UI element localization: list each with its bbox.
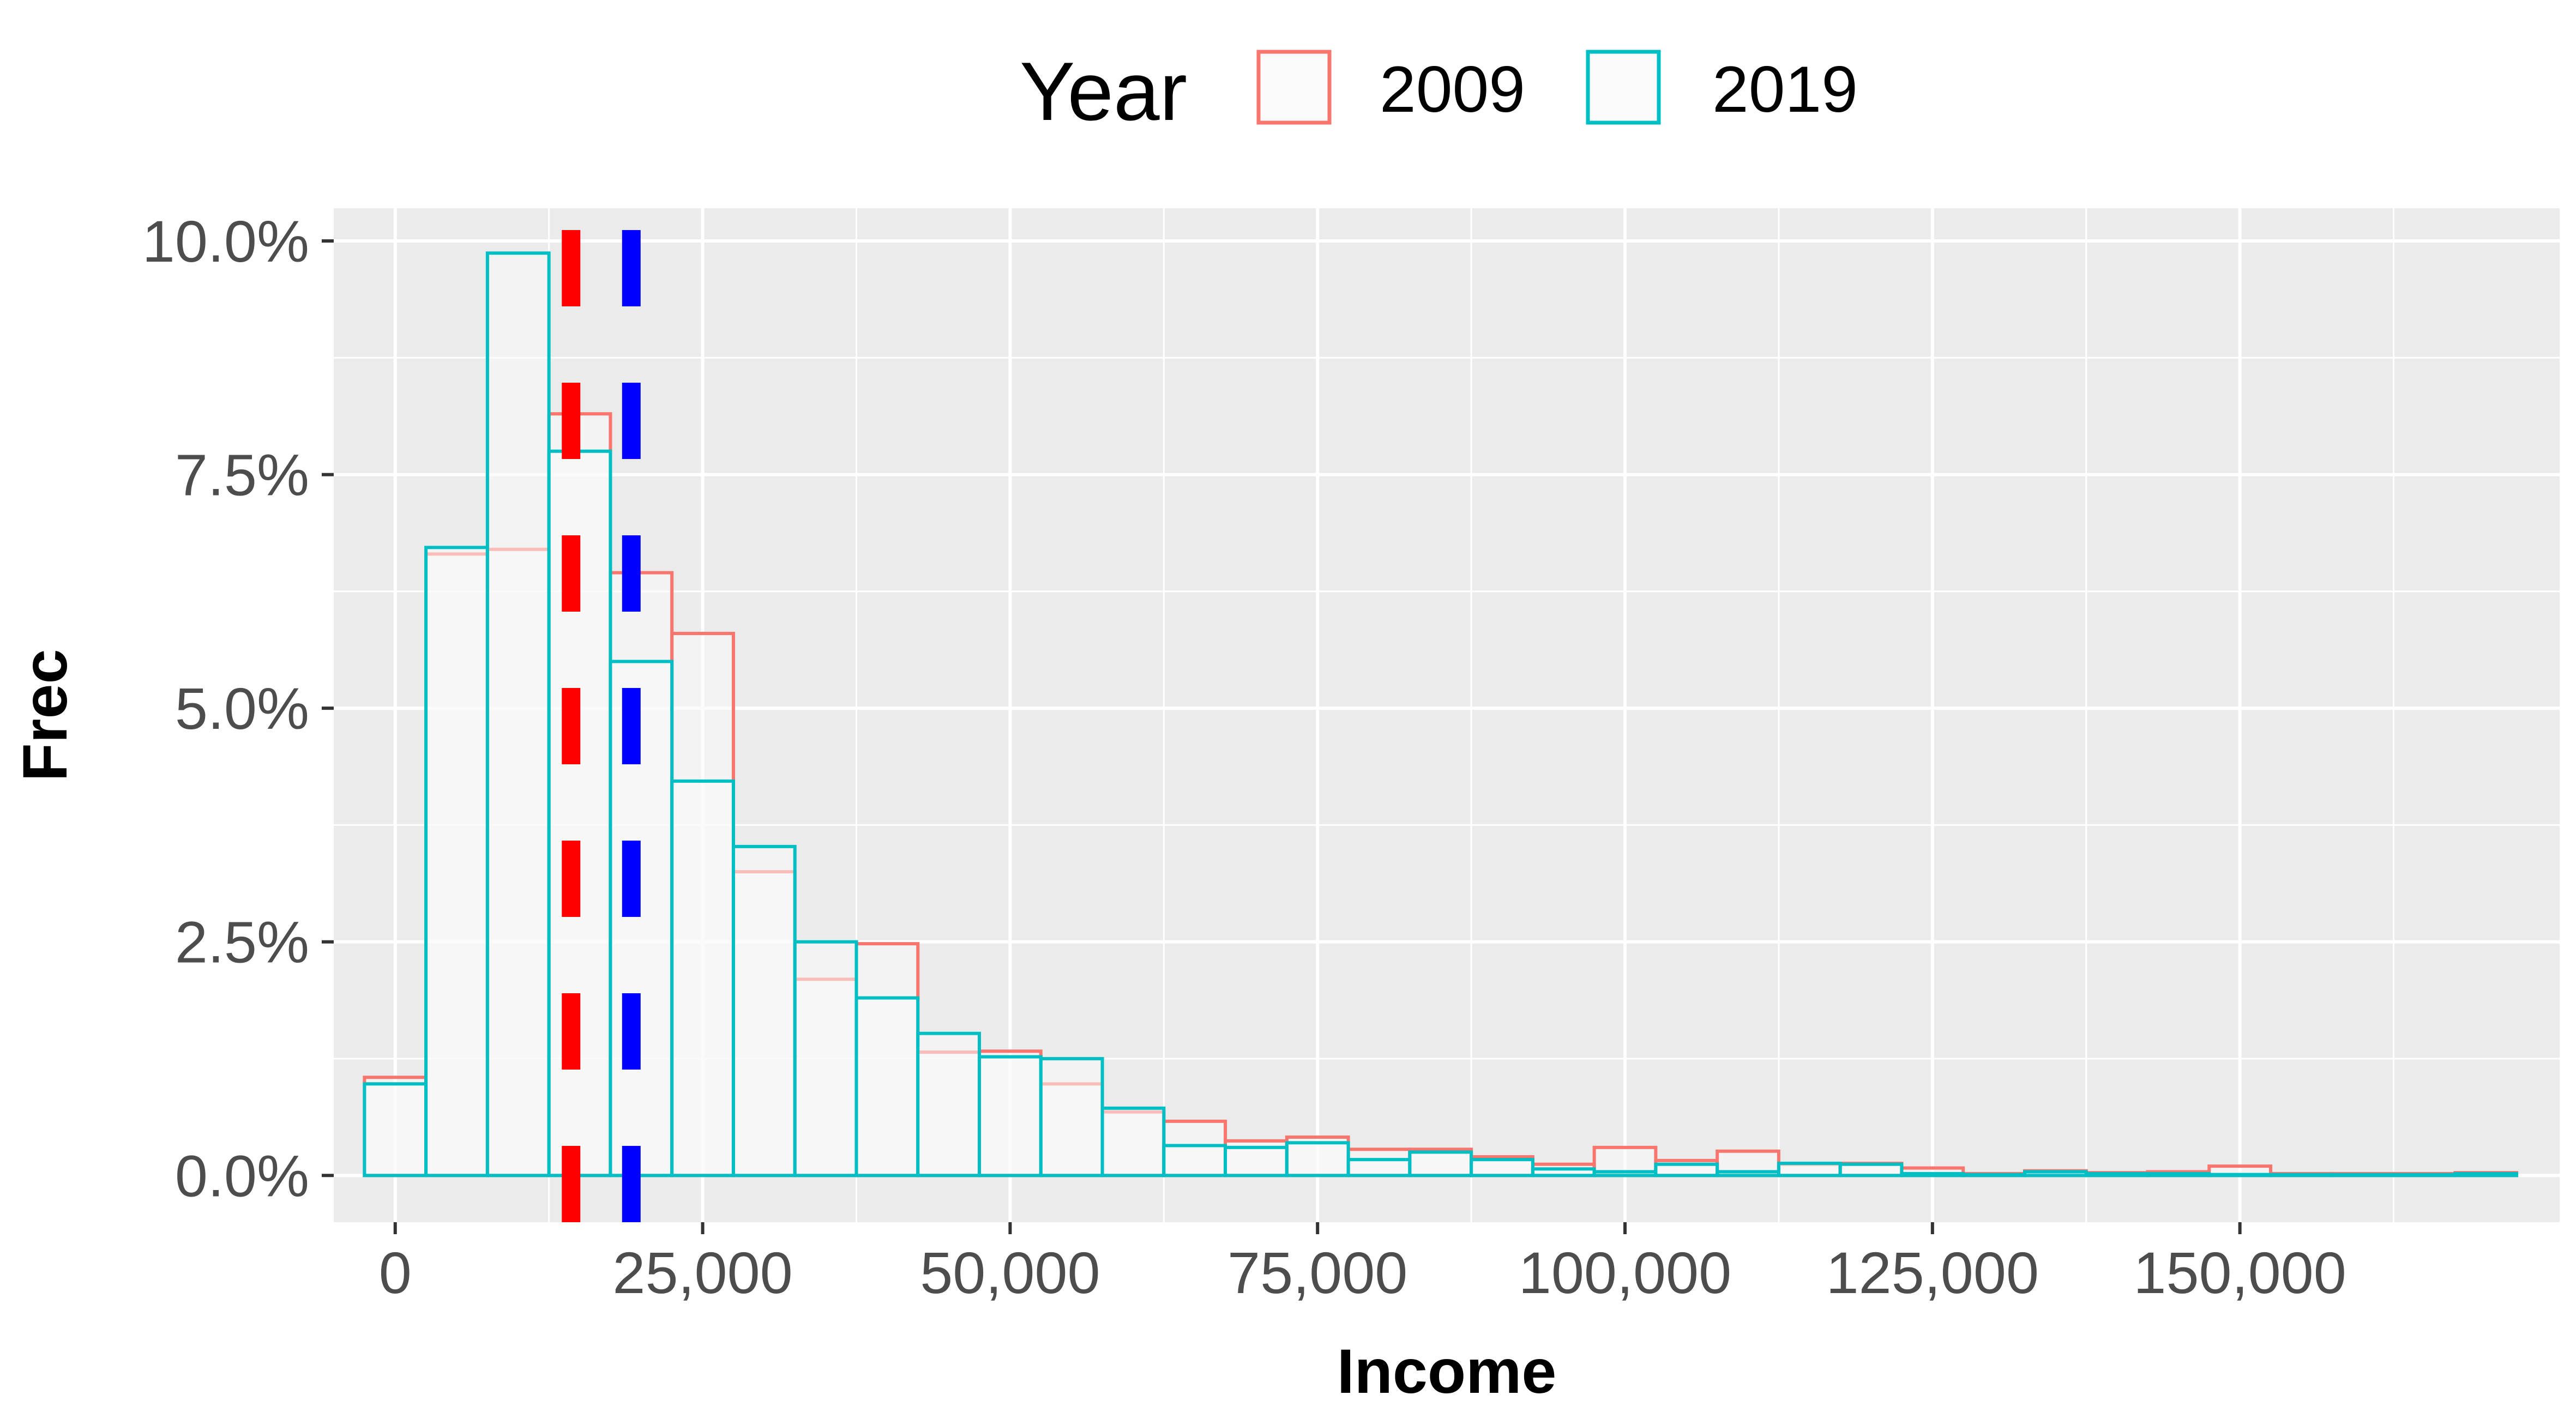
bar-2019 (1224, 1145, 1289, 1178)
bar-2019 (2330, 1173, 2396, 1178)
bar-2019 (1961, 1173, 2026, 1178)
legend: Year 2009 2019 (1020, 45, 1858, 138)
bar-2019 (1716, 1170, 1780, 1178)
bar-2019 (1162, 1144, 1227, 1178)
bar-2019 (424, 546, 489, 1178)
bar-2019 (2084, 1172, 2150, 1178)
x-tick-label: 0 (379, 1240, 412, 1306)
y-tick-label: 5.0% (175, 675, 309, 741)
bar-2019 (731, 844, 797, 1178)
bar-2019 (609, 660, 674, 1178)
bar-2019 (2392, 1173, 2457, 1178)
bar-2019 (793, 940, 858, 1178)
x-tick-label: 100,000 (1519, 1240, 1731, 1306)
legend-title: Year (1020, 45, 1187, 138)
bar-2019 (1346, 1158, 1412, 1178)
bar-2019 (2453, 1172, 2519, 1178)
legend-key-2019 (1586, 50, 1661, 125)
bar-2019 (1838, 1162, 1904, 1178)
y-tick-label: 2.5% (175, 909, 309, 975)
legend-label-2019: 2019 (1712, 53, 1858, 126)
bar-2019 (1039, 1057, 1104, 1178)
y-axis: 0.0% 2.5% 5.0% 7.5% 10.0% (142, 208, 334, 1209)
bar-2019 (1285, 1141, 1350, 1178)
x-axis-title: Income (1337, 1337, 1557, 1406)
bar-2019 (1777, 1162, 1842, 1178)
bar-2019 (916, 1031, 982, 1178)
legend-key-2009 (1256, 50, 1332, 125)
bar-2019 (2023, 1170, 2088, 1178)
legend-label-2009: 2009 (1380, 53, 1525, 126)
bar-2019 (1100, 1106, 1166, 1178)
bar-2019 (1470, 1158, 1534, 1178)
bar-2019 (1900, 1172, 1965, 1178)
bar-2019 (2269, 1173, 2334, 1178)
bar-2019 (485, 251, 551, 1178)
x-axis: 0 25,000 50,000 75,000 100,000 125,000 150,000 (379, 1222, 2346, 1306)
y-tick-label: 0.0% (175, 1143, 309, 1209)
x-tick-label: 150,000 (2133, 1240, 2346, 1306)
reference-lines (562, 208, 641, 1222)
x-tick-label: 50,000 (920, 1240, 1100, 1306)
bar-2019 (2207, 1173, 2273, 1178)
bar-2019 (978, 1055, 1043, 1178)
x-tick-label: 125,000 (1826, 1240, 2039, 1306)
x-tick-label: 25,000 (612, 1240, 792, 1306)
y-tick-label: 10.0% (142, 208, 309, 274)
y-axis-title: Frec (10, 649, 80, 782)
bar-2019 (854, 996, 920, 1178)
x-tick-label: 75,000 (1227, 1240, 1407, 1306)
bar-2019 (363, 1082, 428, 1178)
bar-2019 (1592, 1170, 1658, 1178)
bar-2019 (1408, 1150, 1473, 1178)
bar-2019 (1531, 1167, 1596, 1178)
bar-2019 (670, 779, 735, 1178)
bar-2019 (1654, 1162, 1719, 1178)
bar-2019 (2146, 1172, 2211, 1178)
y-tick-label: 7.5% (175, 442, 309, 508)
